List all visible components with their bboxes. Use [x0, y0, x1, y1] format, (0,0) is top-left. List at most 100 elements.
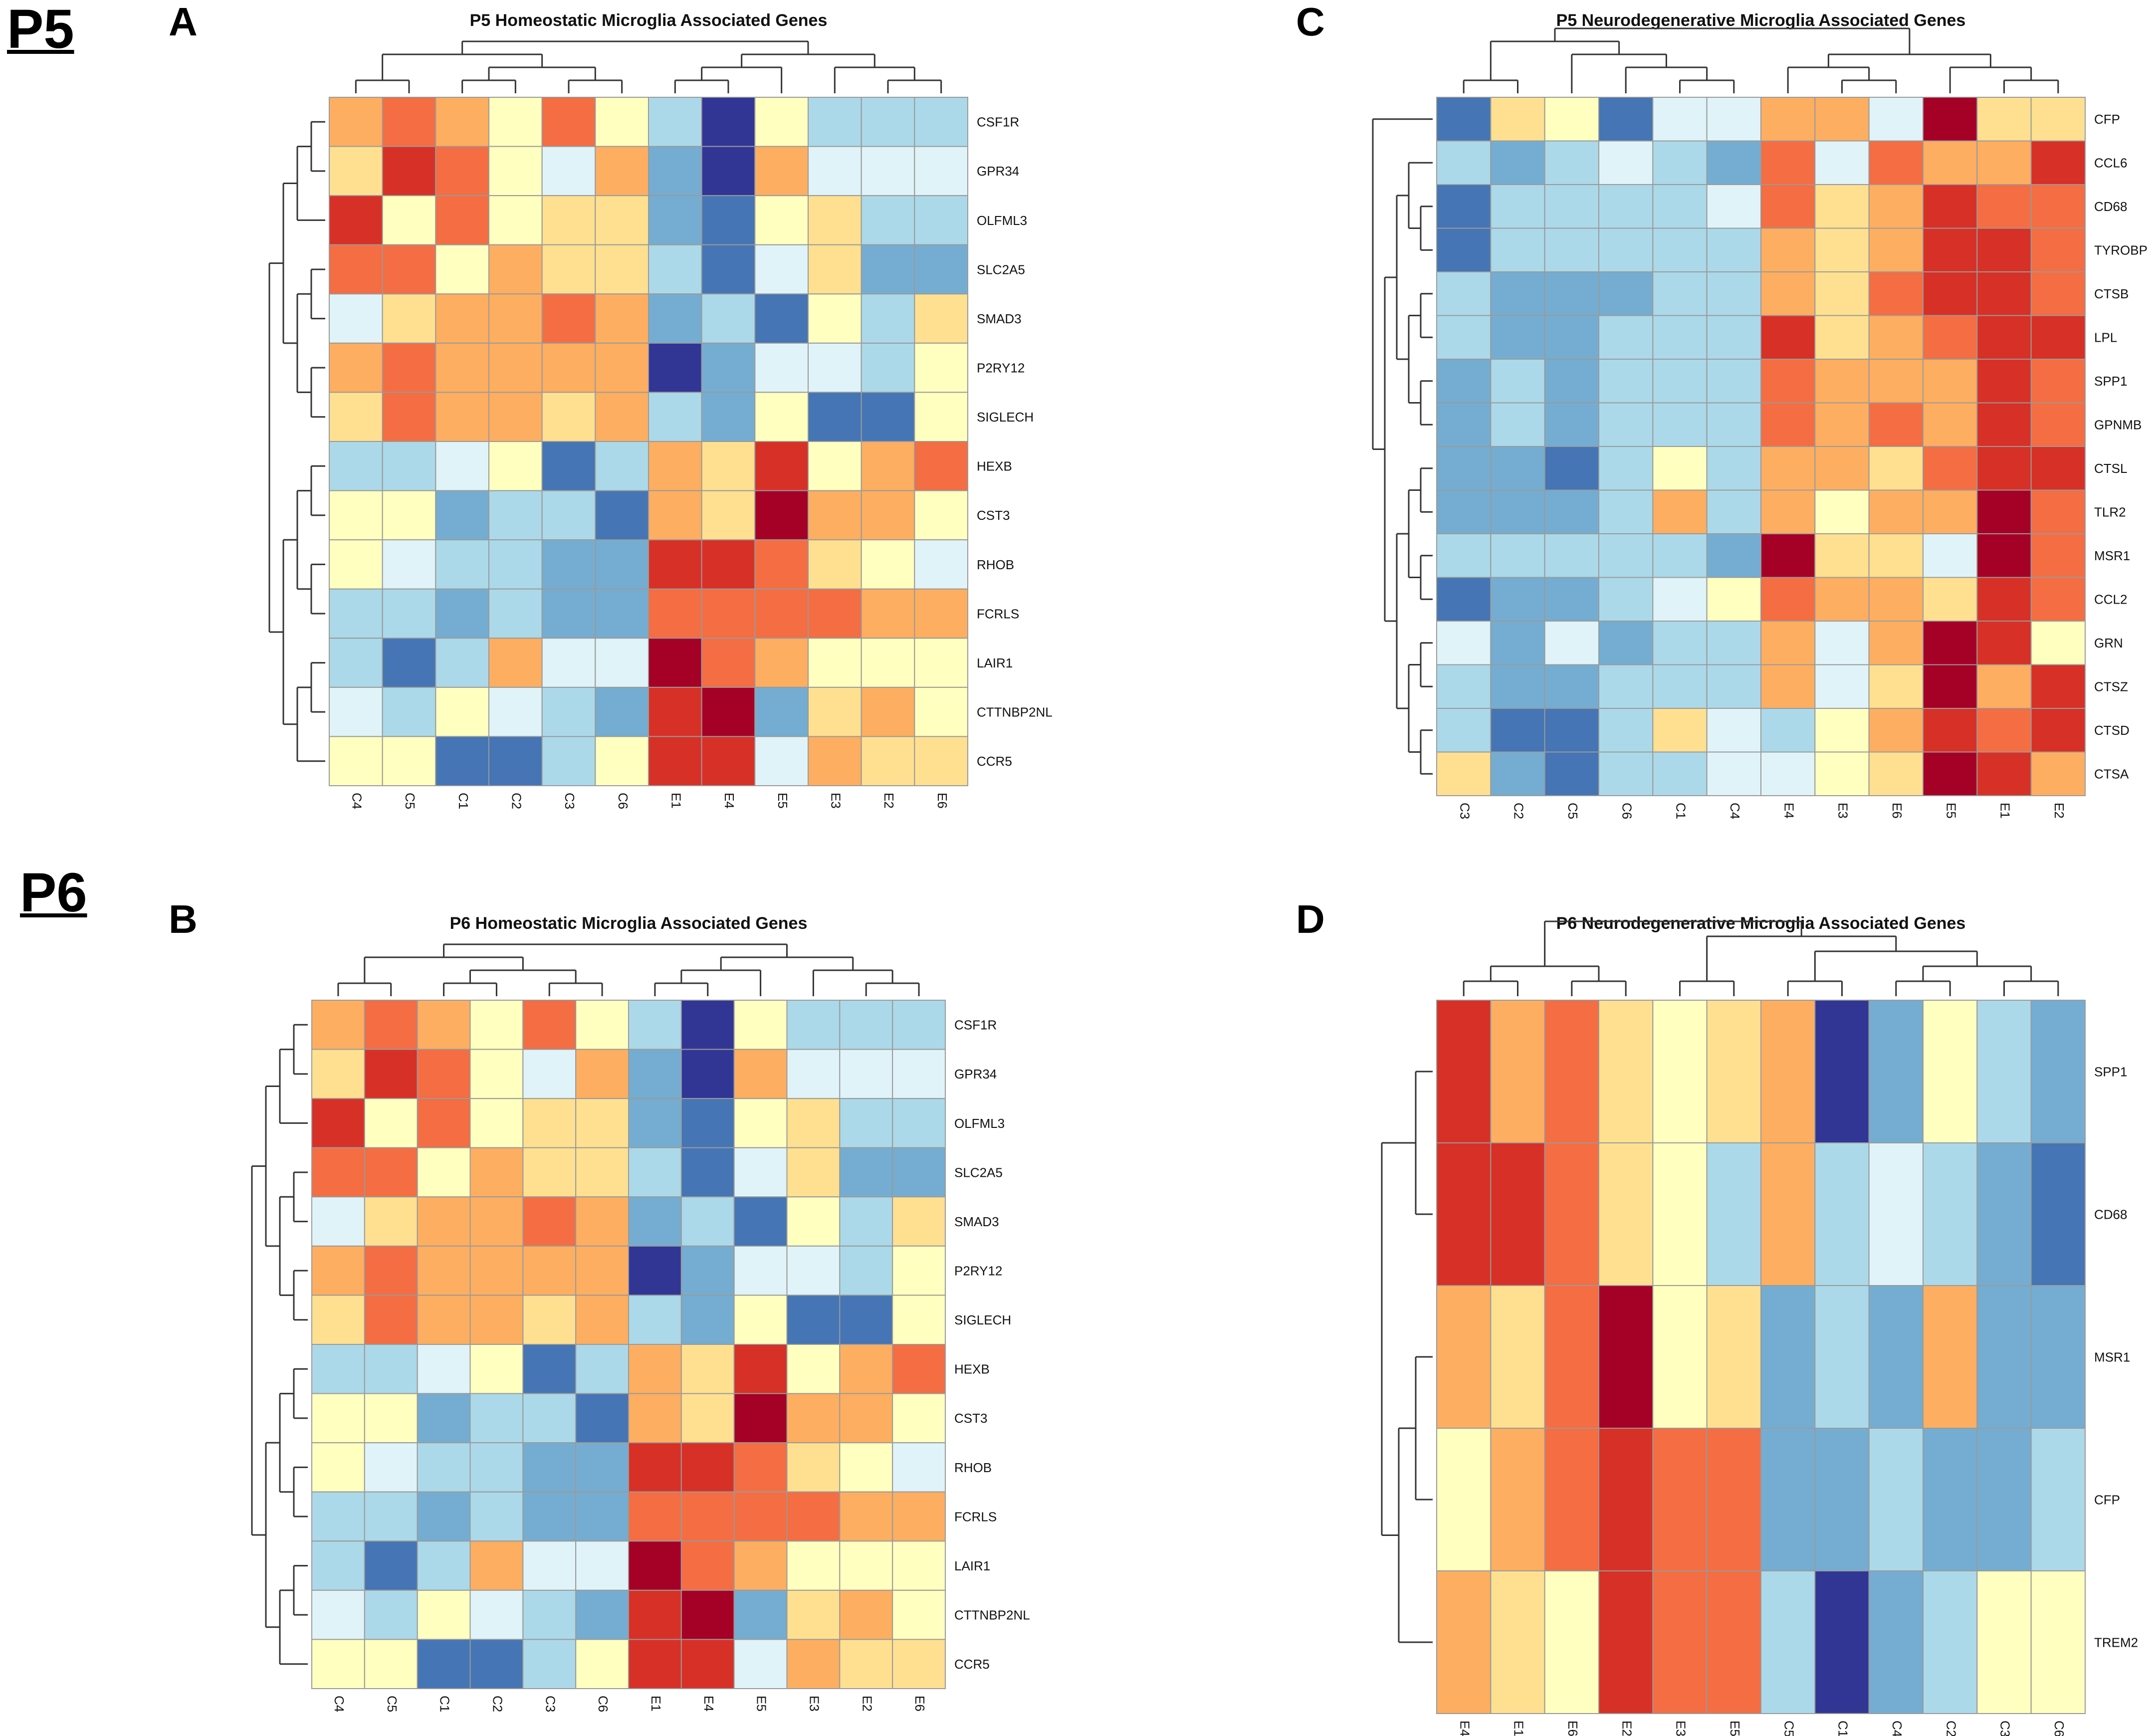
heatmap-cell [1706, 1285, 1762, 1429]
row-label: TREM2 [2094, 1635, 2138, 1650]
heatmap-cell [808, 244, 862, 295]
heatmap-cell [754, 490, 809, 541]
heatmap-cell [1814, 751, 1870, 796]
heatmap-cell [435, 539, 490, 590]
heatmap-cell [1868, 621, 1924, 665]
row-label: SMAD3 [977, 311, 1022, 326]
heatmap-cell [1652, 1000, 1708, 1143]
heatmap-cell [1923, 751, 1978, 796]
heatmap-cell [329, 244, 383, 295]
heatmap-cell [1814, 1428, 1870, 1571]
heatmap-cell [701, 539, 756, 590]
heatmap-cell [522, 1393, 577, 1444]
heatmap-cell [1598, 271, 1654, 316]
row-label: MSR1 [2094, 1349, 2130, 1364]
heatmap-cell [417, 1049, 471, 1099]
row-label: CD68 [2094, 199, 2127, 214]
heatmap-cell [2030, 97, 2086, 142]
heatmap-cell [1598, 359, 1654, 404]
heatmap-cell [1490, 577, 1545, 622]
heatmap-cell [469, 1589, 524, 1640]
heatmap-cell [575, 1393, 630, 1444]
heatmap-cell [1923, 1428, 1978, 1571]
heatmap-cell [786, 1049, 841, 1099]
heatmap-cell [786, 1196, 841, 1247]
heatmap-cell [1598, 1570, 1654, 1714]
heatmap-cell [1868, 489, 1924, 534]
heatmap-cell [1436, 664, 1492, 709]
heatmap-cell [808, 195, 862, 245]
heatmap-cell [522, 1098, 577, 1148]
heatmap-cell [808, 736, 862, 787]
heatmap-cell [1544, 227, 1599, 272]
heatmap-cell [1706, 315, 1762, 360]
heatmap-cell [648, 146, 702, 197]
heatmap-cell [382, 441, 436, 491]
heatmap-cell [1923, 315, 1978, 360]
heatmap-cell [488, 638, 543, 688]
heatmap-cell [648, 490, 702, 541]
heatmap-cell [1598, 140, 1654, 185]
heatmap-cell [417, 1295, 471, 1345]
heatmap-cell [892, 1196, 946, 1247]
heatmap-cell [701, 146, 756, 197]
heatmap-cell [1923, 708, 1978, 753]
heatmap-cell [1436, 446, 1492, 491]
heatmap-cell [1652, 1570, 1708, 1714]
heatmap-cell [2030, 227, 2086, 272]
heatmap-cell [417, 1393, 471, 1444]
heatmap-cell [914, 97, 969, 147]
heatmap-cell [1923, 533, 1978, 578]
heatmap-cell [680, 1147, 735, 1198]
heatmap-cell [575, 1295, 630, 1345]
heatmap-cell [861, 539, 915, 590]
heatmap-cell [1490, 621, 1545, 665]
heatmap-cell [1652, 1428, 1708, 1571]
heatmap-cell [1976, 489, 2032, 534]
heatmap-cell [575, 1639, 630, 1690]
heatmap-cell [1814, 271, 1870, 316]
heatmap-cell [1490, 664, 1545, 709]
heatmap-cell [808, 441, 862, 491]
heatmap-cell [1490, 140, 1545, 185]
heatmap-cell [839, 1196, 893, 1247]
heatmap-cell [628, 1049, 682, 1099]
heatmap-cell [733, 1000, 788, 1050]
heatmap-cell [1490, 402, 1545, 447]
heatmap-cell [892, 1344, 946, 1394]
row-label: FCRLS [977, 606, 1019, 621]
heatmap-cell [839, 1245, 893, 1296]
heatmap-cell [417, 1491, 471, 1542]
heatmap-cell [2030, 140, 2086, 185]
heatmap-cell [701, 392, 756, 442]
heatmap-cell [311, 1393, 365, 1444]
heatmap-cell [648, 97, 702, 147]
column-label: C4 [332, 1696, 347, 1712]
heatmap-cell [469, 1491, 524, 1542]
heatmap-cell [522, 1049, 577, 1099]
heatmap-cell [701, 736, 756, 787]
heatmap-cell [1760, 446, 1816, 491]
heatmap-cell [1544, 97, 1599, 142]
row-label: CST3 [954, 1411, 987, 1426]
row-label: HEXB [954, 1362, 990, 1377]
heatmap-cell [914, 686, 969, 737]
heatmap-cell [329, 539, 383, 590]
column-label: C5 [385, 1696, 400, 1712]
heatmap-cell [1490, 359, 1545, 404]
heatmap-cell [786, 1540, 841, 1591]
heatmap-cell [808, 293, 862, 344]
heatmap-cell [1814, 1142, 1870, 1286]
heatmap-cell [1760, 533, 1816, 578]
heatmap-cell [595, 686, 649, 737]
heatmap-cell [1652, 1142, 1708, 1286]
row-label: CTSL [2094, 461, 2127, 476]
heatmap-cell [914, 244, 969, 295]
heatmap-cell [1598, 184, 1654, 229]
heatmap-cell [1868, 1570, 1924, 1714]
heatmap-cell [861, 736, 915, 787]
heatmap-cell [382, 392, 436, 442]
heatmap-cell [1868, 708, 1924, 753]
heatmap-cell [1760, 489, 1816, 534]
heatmap-cell [1814, 489, 1870, 534]
